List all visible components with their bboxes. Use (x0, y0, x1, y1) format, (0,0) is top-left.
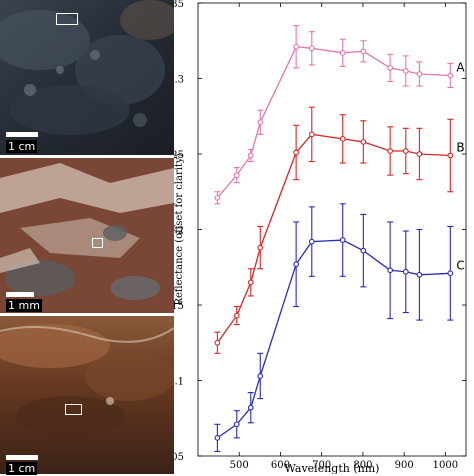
data-point (293, 261, 299, 268)
data-point (293, 149, 299, 156)
data-point (308, 45, 315, 52)
data-point (339, 237, 346, 243)
data-point (402, 68, 409, 74)
data-point (247, 152, 254, 159)
data-point (387, 148, 393, 154)
reflectance-chart: ABC 0.050.10.150.20.250.30.3550060070080… (174, 0, 467, 474)
chart-axes (197, 2, 467, 457)
x-tick-label: 600 (271, 460, 290, 471)
scale-bar-c (6, 455, 38, 460)
scale-bar-a (6, 132, 38, 137)
data-point (447, 270, 454, 277)
data-point (360, 139, 367, 145)
series-label: A (456, 60, 465, 74)
scale-label-a: 1 cm (6, 140, 38, 153)
y-tick-label: 0.35 (174, 0, 184, 10)
data-point (339, 136, 346, 142)
data-point (402, 268, 409, 275)
x-tick-label: 900 (395, 460, 414, 471)
data-point (447, 152, 454, 159)
data-point (387, 267, 393, 274)
x-axis-label: Wavelength (nm) (285, 462, 380, 474)
data-point (416, 71, 423, 77)
data-point (402, 148, 409, 154)
photo-panel-a (0, 0, 174, 155)
data-point (339, 49, 346, 56)
series-label: C (456, 258, 464, 272)
series-line (216, 46, 451, 199)
panel-letter-b: B (455, 295, 466, 313)
y-axis-label: Reflectance (offset for clarity) (174, 153, 185, 305)
photo-panel-b (0, 158, 174, 313)
data-point (214, 194, 221, 201)
series-b: B (214, 106, 465, 354)
y-tick-label: 0.3 (174, 75, 184, 86)
scale-label-b: 1 mm (6, 299, 42, 312)
scale-bar-b (6, 292, 34, 297)
y-tick-label: 0.15 (174, 301, 184, 312)
rock-texture-b (0, 158, 174, 313)
data-point (416, 271, 423, 278)
series-line (216, 133, 451, 344)
y-tick-label: 0.05 (174, 452, 184, 463)
data-point (360, 48, 367, 55)
chart-ticks: 0.05 0.1 0.15 0.2 0.25 0.3 0.35 500 600 700 800 900… (174, 0, 466, 471)
x-tick-label: 1000 (433, 460, 458, 471)
rock-texture-c (0, 316, 174, 474)
data-point (247, 279, 254, 286)
data-point (257, 373, 264, 379)
series-c: C (214, 203, 465, 453)
x-tick-label: 800 (353, 460, 372, 471)
data-point (447, 72, 454, 79)
region-box-a (56, 13, 78, 25)
data-point (257, 244, 264, 251)
x-tick-label: 700 (312, 460, 331, 471)
data-point (233, 172, 240, 178)
data-point (293, 43, 299, 50)
data-point (360, 247, 367, 254)
data-point (387, 65, 393, 71)
data-point (247, 404, 254, 411)
region-box-c (65, 404, 82, 415)
region-box-b (92, 238, 103, 248)
y-tick-label: 0.1 (174, 377, 184, 388)
data-point (257, 119, 264, 126)
plot-frame (197, 2, 467, 457)
data-point (233, 312, 240, 319)
data-point (233, 421, 240, 428)
x-tick-label: 500 (230, 460, 249, 471)
data-point (416, 151, 423, 157)
panel-letter-c: C (455, 458, 466, 476)
data-point (308, 238, 315, 245)
series-a: A (214, 25, 465, 205)
photo-panel-c (0, 316, 174, 474)
panel-letter-a: A (455, 135, 466, 153)
y-tick-label: 0.25 (174, 150, 184, 161)
chart-series: ABC (214, 25, 465, 453)
data-point (214, 435, 221, 441)
y-tick-label: 0.2 (174, 226, 184, 237)
data-point (214, 339, 221, 346)
series-label: B (456, 141, 464, 155)
data-point (308, 131, 315, 138)
rock-texture-a (0, 0, 174, 155)
scale-label-c: 1 cm (6, 462, 38, 475)
